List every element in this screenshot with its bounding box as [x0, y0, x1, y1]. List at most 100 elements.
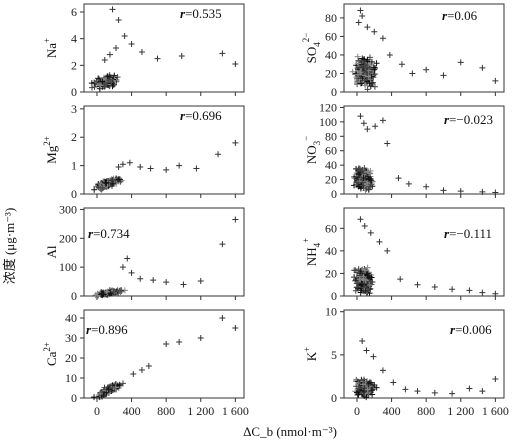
scatter-point	[431, 389, 438, 396]
y-tick-label: 120	[319, 100, 337, 114]
figure-xlabel: ΔC_b (nmol·m⁻³)	[243, 424, 337, 439]
panel-al: 0 100 200 300 Al r=0.734	[44, 202, 245, 303]
x-tick-label: 1 200	[447, 404, 474, 418]
correlation-label: r=0.734	[88, 226, 130, 241]
scatter-point	[405, 180, 412, 187]
scatter-point	[365, 176, 372, 183]
scatter-point	[105, 386, 112, 393]
y-tick-label: 40	[325, 158, 337, 172]
scatter-point	[178, 53, 185, 59]
scatter-point	[440, 72, 447, 79]
ion-label: Na+	[42, 38, 59, 58]
scatter-point	[360, 284, 367, 291]
scatter-point	[479, 64, 486, 71]
y-tick-label: 4	[71, 32, 77, 46]
scatter-point	[110, 180, 117, 187]
scatter-point	[360, 175, 367, 182]
y-tick-label: 0	[71, 289, 77, 303]
scatter-point	[99, 78, 106, 85]
scatter-point	[362, 287, 369, 294]
scatter-point	[366, 68, 373, 75]
scatter-point	[367, 181, 374, 188]
scatter-point	[365, 168, 372, 175]
scatter-point	[106, 74, 113, 81]
scatter-point	[386, 51, 393, 58]
scatter-point	[197, 335, 204, 341]
scatter-point	[110, 81, 117, 88]
scatter-point	[360, 120, 367, 127]
scatter-point	[150, 277, 157, 284]
y-tick-label: 2	[71, 130, 77, 144]
panel-frame	[83, 105, 245, 195]
scatter-point	[137, 164, 144, 171]
ion-label: NH4+	[301, 238, 322, 266]
scatter-point	[354, 71, 361, 78]
scatter-point	[357, 267, 364, 274]
y-tick-label: 80	[325, 129, 337, 143]
panel-frame	[83, 309, 245, 399]
scatter-point	[357, 61, 364, 68]
scatter-point	[360, 276, 367, 283]
scatter-point	[371, 28, 378, 35]
scatter-point	[91, 186, 98, 193]
scatter-point	[176, 162, 183, 169]
scatter-point	[154, 55, 161, 62]
scatter-point	[355, 19, 362, 26]
scatter-point	[121, 33, 128, 39]
scatter-point	[379, 117, 386, 124]
scatter-point	[232, 139, 239, 146]
scatter-point	[128, 269, 135, 276]
scatter-point	[390, 379, 397, 386]
scatter-point	[110, 288, 117, 295]
ion-label: NO3−	[301, 136, 322, 164]
scatter-point	[372, 65, 379, 72]
scatter-point	[355, 385, 362, 392]
y-tick-label: 0	[331, 289, 337, 303]
scatter-point	[492, 376, 499, 383]
panel-frame	[343, 105, 505, 195]
y-tick-label: 40	[65, 311, 77, 325]
scatter-point	[92, 292, 99, 299]
y-tick-label: 300	[59, 202, 77, 216]
scatter-point	[358, 68, 365, 75]
scatter-point	[353, 269, 360, 276]
scatter-point	[479, 289, 486, 296]
scatter-point	[361, 267, 368, 274]
scatter-point	[359, 13, 366, 20]
y-tick-label: 40	[325, 244, 337, 258]
y-tick-label: 60	[325, 221, 337, 235]
scatter-point	[355, 60, 362, 67]
scatter-point	[492, 77, 499, 84]
y-tick-label: 20	[65, 351, 77, 365]
scatter-point	[357, 80, 364, 87]
scatter-point	[232, 61, 239, 67]
scatter-point	[357, 7, 364, 14]
scatter-point	[370, 353, 377, 360]
scatter-point	[232, 325, 239, 331]
scatter-point	[356, 177, 363, 184]
scatter-point	[479, 188, 486, 195]
scatter-point	[423, 183, 430, 190]
y-tick-label: 100	[319, 115, 337, 129]
panel-na: 0 2 4 6 Na+ r=0.535	[42, 3, 245, 99]
scatter-point	[124, 255, 131, 262]
scatter-point	[379, 35, 386, 42]
y-tick-label: 0	[71, 187, 77, 201]
scatter-point	[219, 315, 226, 321]
scatter-point	[138, 49, 145, 55]
scatter-point	[118, 287, 125, 294]
scatter-point	[119, 380, 126, 387]
scatter-point	[361, 223, 368, 230]
scatter-point	[355, 171, 362, 178]
y-tick-label: 20	[325, 266, 337, 280]
scatter-point	[355, 75, 362, 82]
x-tick-label: 0	[354, 404, 360, 418]
panel-mg: 0 1 2 3 Mg2+ r=0.696	[42, 102, 245, 201]
scatter-point	[364, 24, 371, 31]
x-tick-label: 1 600	[222, 404, 249, 418]
y-tick-label: 5	[331, 348, 337, 362]
scatter-point	[107, 290, 114, 297]
panel-frame	[343, 207, 505, 297]
